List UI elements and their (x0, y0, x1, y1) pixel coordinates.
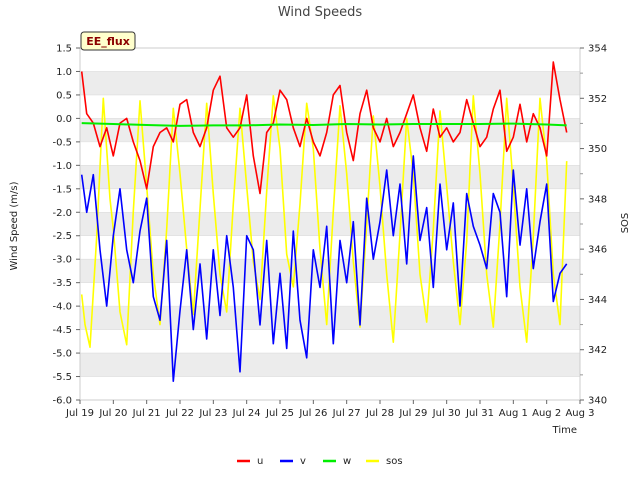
plot-area (80, 61, 568, 383)
series-line-sos (80, 95, 568, 349)
y2-tick-label: 352 (588, 94, 607, 105)
x-tick-label: Jul 29 (398, 408, 427, 419)
x-tick-label: Jul 30 (432, 408, 461, 419)
background-band (80, 306, 580, 330)
y2-tick-label: 348 (588, 194, 607, 205)
y-tick-label: -0.5 (52, 137, 72, 148)
background-band (80, 165, 580, 189)
series-line-v (80, 155, 568, 383)
x-tick-label: Jul 21 (132, 408, 161, 419)
x-tick-label: Jul 20 (98, 408, 127, 419)
y-tick-label: -5.0 (52, 349, 72, 360)
y2-tick-label: 340 (588, 396, 607, 407)
x-axis: Jul 19 Jul 20 Jul 21 Jul 22 Jul 23 Jul 24 Jul … (65, 400, 595, 419)
y-tick-label: -2.0 (52, 208, 72, 219)
y-tick-label: -4.0 (52, 302, 72, 313)
legend-label-w: w (343, 456, 351, 467)
x-tick-label: Aug 1 (499, 408, 528, 419)
x-tick-label: Jul 26 (298, 408, 327, 419)
y-tick-label: -2.5 (52, 231, 72, 242)
y-axis-label: Wind Speed (m/s) (9, 181, 20, 270)
y2-tick-label: 344 (588, 295, 607, 306)
x-tick-label: Jul 28 (365, 408, 394, 419)
y-tick-label: -1.0 (52, 161, 72, 172)
x-tick-label: Jul 25 (265, 408, 294, 419)
background-band (80, 71, 580, 95)
background-band (80, 212, 580, 236)
legend: u v w sos (237, 456, 403, 467)
y2-axis-label: SOS (620, 213, 631, 234)
x-axis-label: Time (552, 425, 577, 436)
y-tick-label: 0.0 (56, 114, 72, 125)
y2-tick-label: 342 (588, 345, 607, 356)
badge-label: EE_flux (86, 35, 130, 48)
x-tick-label: Jul 22 (165, 408, 194, 419)
y-tick-label: -4.5 (52, 325, 72, 336)
y2-tick-label: 346 (588, 245, 607, 256)
y-tick-label: 1.5 (56, 44, 72, 55)
y-tick-label: 0.5 (56, 90, 72, 101)
y2-tick-label: 350 (588, 144, 607, 155)
legend-label-u: u (257, 456, 263, 467)
x-tick-label: Jul 27 (332, 408, 361, 419)
legend-label-sos: sos (386, 456, 403, 467)
legend-label-v: v (300, 456, 306, 467)
x-tick-label: Jul 23 (198, 408, 227, 419)
x-tick-label: Aug 2 (532, 408, 561, 419)
y-tick-label: -5.5 (52, 372, 72, 383)
y-axis-right: 354 352 350 348 346 344 342 340 (580, 44, 607, 407)
y2-tick-label: 354 (588, 44, 607, 55)
y-tick-label: -3.5 (52, 278, 72, 289)
x-tick-label: Jul 24 (232, 408, 261, 419)
ee-flux-badge: EE_flux (80, 31, 136, 51)
y-axis-left: 1.5 1.0 0.5 0.0 -0.5 -1.0 -1.5 -2.0 -2.5 -3.0 -3.5… (52, 44, 80, 407)
series-line-w (81, 122, 567, 127)
series-line-u (80, 61, 568, 195)
x-tick-label: Jul 31 (465, 408, 494, 419)
background-band (80, 353, 580, 377)
x-tick-label: Jul 19 (65, 408, 94, 419)
badge-box (80, 31, 136, 51)
y-tick-label: -6.0 (52, 396, 72, 407)
y-tick-label: -1.5 (52, 184, 72, 195)
x-tick-label: Aug 3 (565, 408, 594, 419)
chart-title: Wind Speeds (278, 5, 363, 20)
y-tick-label: 1.0 (56, 67, 72, 78)
y-tick-label: -3.0 (52, 255, 72, 266)
